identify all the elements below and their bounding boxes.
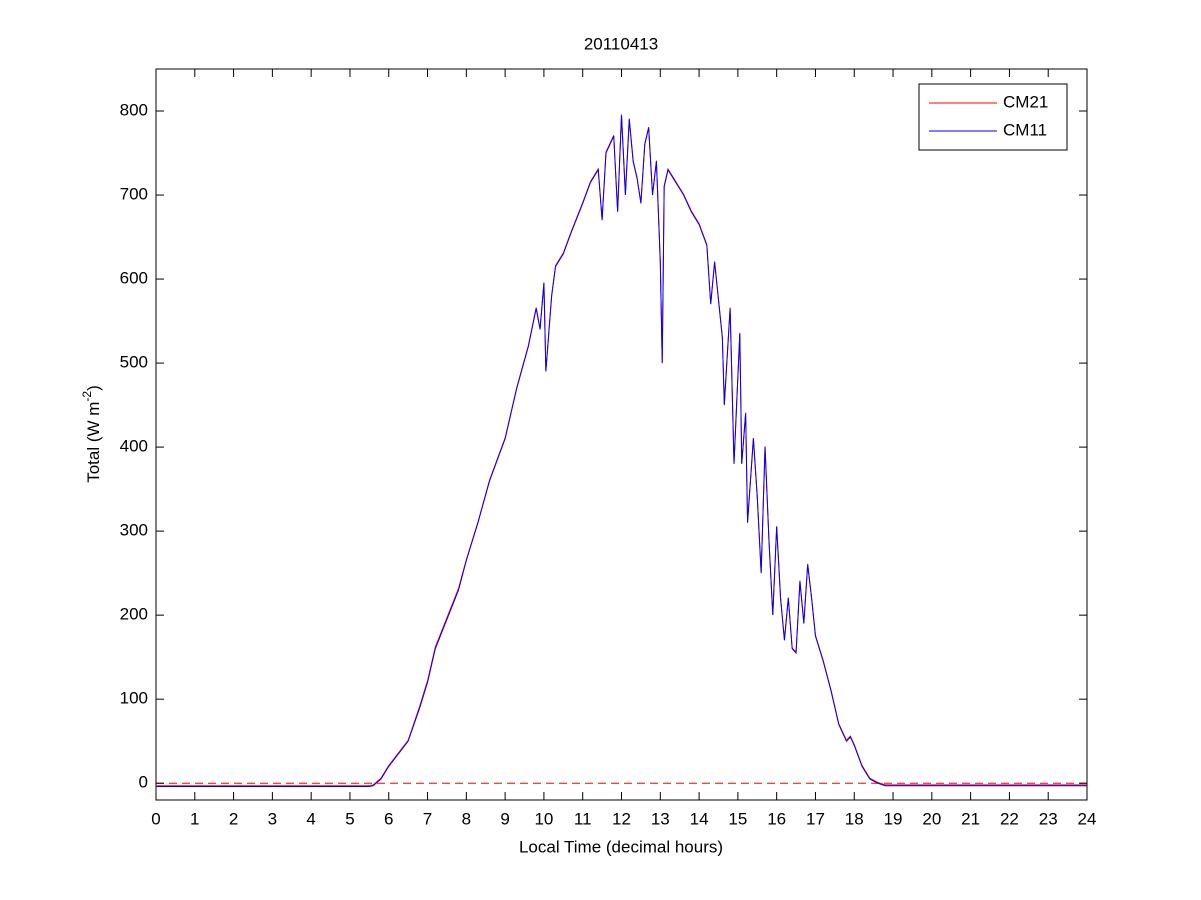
x-tick-label: 14 [690, 809, 709, 828]
y-tick-label: 0 [139, 773, 148, 792]
plot-area [155, 68, 1088, 801]
x-tick-label: 2 [229, 809, 238, 828]
x-tick-label: 0 [151, 809, 160, 828]
y-tick-label: 800 [120, 100, 148, 119]
legend-box [918, 83, 1068, 151]
y-tick-label: 600 [120, 269, 148, 288]
x-tick-label: 5 [345, 809, 354, 828]
x-tick-label: 11 [574, 809, 592, 828]
y-tick-label: 200 [120, 605, 148, 624]
x-tick-label: 1 [190, 809, 199, 828]
y-label-text: Total (W m [84, 402, 103, 483]
x-tick-label: 19 [884, 809, 903, 828]
x-tick-label: 7 [423, 809, 432, 828]
chart-title: 20110413 [584, 34, 658, 53]
x-tick-label: 23 [1039, 809, 1058, 828]
x-tick-label: 6 [384, 809, 393, 828]
x-tick-label: 8 [462, 809, 471, 828]
x-tick-label: 22 [1000, 809, 1019, 828]
x-tick-label: 21 [961, 809, 980, 828]
x-tick-label: 13 [651, 809, 670, 828]
y-tick-label: 300 [120, 521, 148, 540]
x-tick-label: 16 [767, 809, 786, 828]
x-tick-label: 20 [922, 809, 941, 828]
y-tick-label: 700 [120, 185, 148, 204]
x-tick-label: 15 [728, 809, 747, 828]
x-tick-label: 24 [1078, 809, 1097, 828]
legend-label: CM21 [1003, 92, 1048, 111]
x-tick-label: 17 [806, 809, 825, 828]
x-tick-label: 12 [612, 809, 631, 828]
legend-label: CM11 [1003, 120, 1047, 139]
x-tick-label: 3 [268, 809, 277, 828]
x-tick-label: 9 [500, 809, 509, 828]
x-tick-label: 10 [534, 809, 553, 828]
x-tick-label: 4 [306, 809, 315, 828]
y-label-suffix: ) [84, 385, 103, 391]
y-axis-label: Total (W m-2) [80, 385, 103, 483]
y-label-sup: -2 [80, 391, 94, 402]
x-tick-label: 18 [845, 809, 864, 828]
series-line [156, 115, 1087, 788]
y-tick-label: 500 [120, 353, 148, 372]
y-tick-label: 400 [120, 437, 148, 456]
y-tick-label: 100 [120, 689, 148, 708]
x-axis-label: Local Time (decimal hours) [519, 837, 723, 856]
